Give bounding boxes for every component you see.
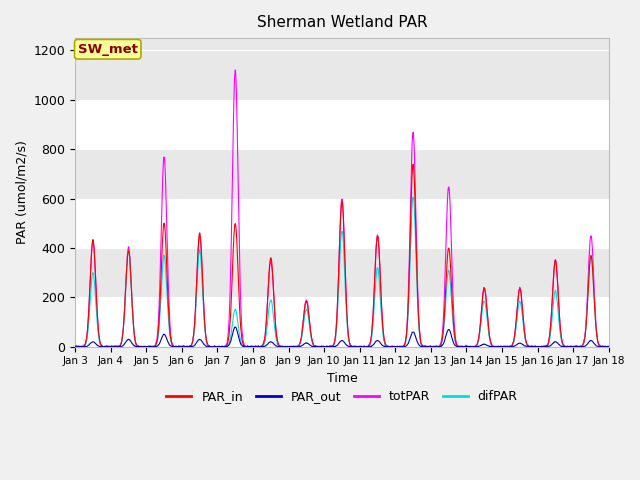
PAR_out xyxy=(190,343,198,349)
Title: Sherman Wetland PAR: Sherman Wetland PAR xyxy=(257,15,428,30)
PAR_in xyxy=(72,344,79,349)
PAR_in xyxy=(605,344,612,349)
PAR_in xyxy=(426,344,433,349)
PAR_out xyxy=(425,344,433,349)
totPAR xyxy=(177,344,185,349)
difPAR xyxy=(72,344,80,349)
difPAR xyxy=(410,194,417,200)
PAR_in xyxy=(542,344,550,349)
Line: PAR_out: PAR_out xyxy=(75,327,609,347)
difPAR xyxy=(250,344,258,349)
totPAR xyxy=(71,343,79,349)
PAR_out xyxy=(231,324,239,330)
PAR_in xyxy=(177,344,185,349)
Text: SW_met: SW_met xyxy=(78,43,138,56)
Line: difPAR: difPAR xyxy=(75,197,609,347)
Line: PAR_in: PAR_in xyxy=(75,164,609,347)
Bar xyxy=(75,199,609,248)
totPAR xyxy=(250,344,258,349)
PAR_in xyxy=(190,326,198,332)
difPAR xyxy=(605,344,612,349)
difPAR xyxy=(426,344,433,349)
PAR_in xyxy=(410,161,417,167)
PAR_in xyxy=(71,344,79,349)
PAR_in xyxy=(250,344,258,349)
PAR_out xyxy=(177,344,185,349)
Y-axis label: PAR (umol/m2/s): PAR (umol/m2/s) xyxy=(15,141,28,244)
difPAR xyxy=(71,344,79,349)
Bar xyxy=(75,297,609,347)
PAR_out xyxy=(605,344,612,349)
totPAR xyxy=(232,67,239,73)
difPAR xyxy=(190,329,198,335)
PAR_out xyxy=(250,344,258,349)
totPAR xyxy=(605,343,612,349)
Legend: PAR_in, PAR_out, totPAR, difPAR: PAR_in, PAR_out, totPAR, difPAR xyxy=(161,385,522,408)
Line: totPAR: totPAR xyxy=(75,70,609,347)
Bar xyxy=(75,100,609,149)
totPAR xyxy=(190,327,198,333)
totPAR xyxy=(495,344,503,349)
totPAR xyxy=(73,344,81,349)
difPAR xyxy=(542,344,550,349)
totPAR xyxy=(542,344,550,349)
PAR_out xyxy=(495,344,502,349)
PAR_out xyxy=(71,344,79,349)
difPAR xyxy=(177,344,185,349)
PAR_in xyxy=(495,344,503,349)
difPAR xyxy=(495,344,503,349)
PAR_out xyxy=(542,344,550,349)
totPAR xyxy=(426,344,433,349)
X-axis label: Time: Time xyxy=(326,372,357,385)
